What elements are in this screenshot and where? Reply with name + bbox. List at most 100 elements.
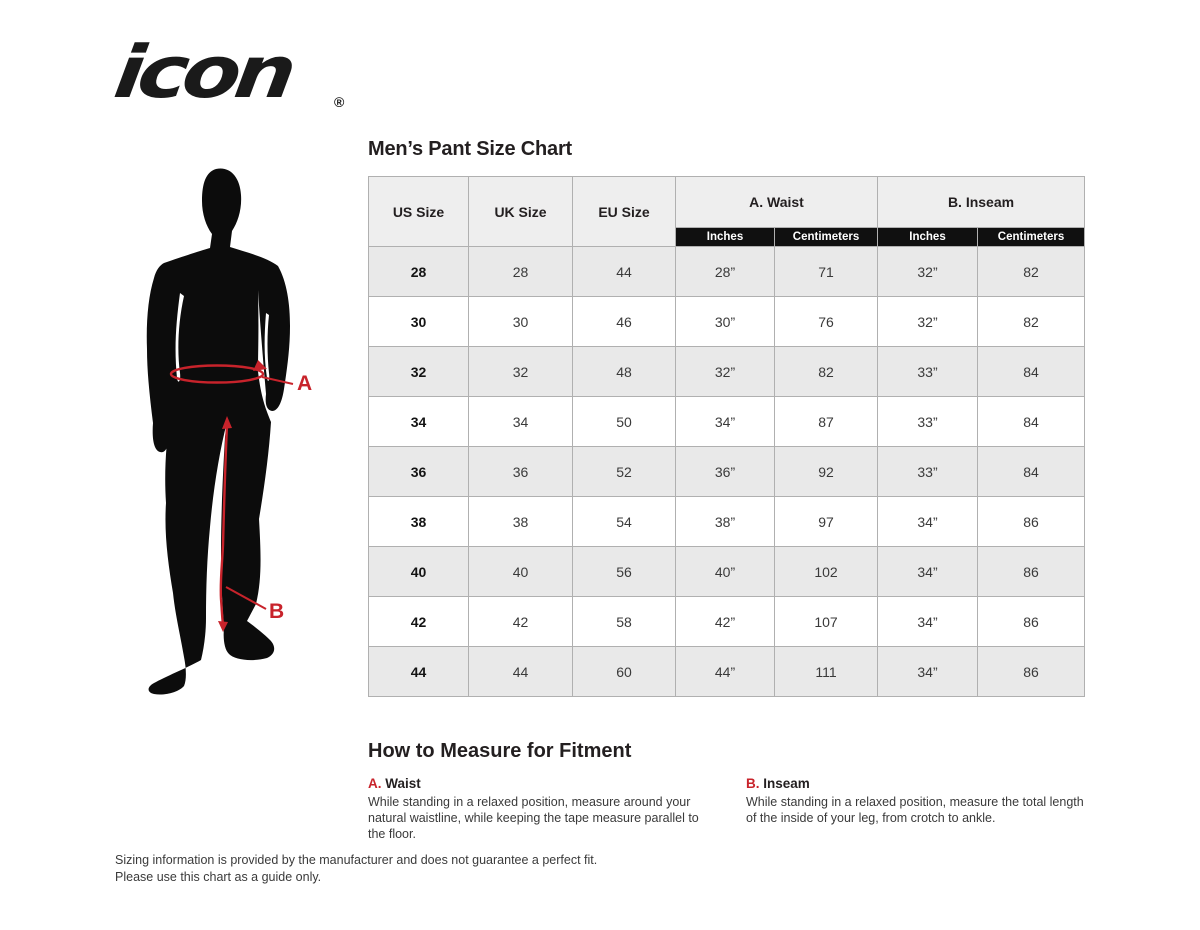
- how-to-measure-waist: A. Waist While standing in a relaxed pos…: [368, 776, 708, 842]
- table-cell: 40”: [675, 546, 775, 597]
- table-cell: 32”: [877, 246, 978, 297]
- table-cell: 76: [774, 296, 878, 347]
- subheader-waist-centimeters: Centimeters: [774, 227, 878, 247]
- table-row: 42 42 58 42” 107 34” 86: [368, 596, 1086, 647]
- table-cell: 38: [468, 496, 573, 547]
- table-cell: 32: [368, 346, 469, 397]
- column-group-inseam: B. Inseam: [876, 176, 1086, 228]
- table-row: 32 32 48 32” 82 33” 84: [368, 346, 1086, 397]
- waist-measure-line: [169, 364, 265, 384]
- disclaimer-line-1: Sizing information is provided by the ma…: [115, 853, 598, 867]
- table-cell: 111: [774, 646, 878, 697]
- table-cell: 30”: [675, 296, 775, 347]
- waist-label-connector: [261, 376, 294, 385]
- waist-name: Waist: [385, 776, 421, 791]
- inseam-arrowhead-top-icon: [222, 416, 232, 429]
- table-row: 28 28 44 28” 71 32” 82: [368, 246, 1086, 297]
- how-to-measure-title: How to Measure for Fitment: [368, 740, 632, 762]
- table-cell: 42: [468, 596, 573, 647]
- table-cell: 36: [368, 446, 469, 497]
- table-row: 40 40 56 40” 102 34” 86: [368, 546, 1086, 597]
- table-cell: 107: [774, 596, 878, 647]
- inseam-name: Inseam: [763, 776, 810, 791]
- table-cell: 38: [368, 496, 469, 547]
- how-to-measure-inseam: B. Inseam While standing in a relaxed po…: [746, 776, 1096, 826]
- table-cell: 36: [468, 446, 573, 497]
- table-cell: 48: [572, 346, 676, 397]
- table-cell: 60: [572, 646, 676, 697]
- inseam-label-connector: [225, 586, 267, 610]
- table-row: 44 44 60 44” 111 34” 86: [368, 646, 1086, 697]
- waist-instruction-heading: A. Waist: [368, 776, 708, 791]
- table-cell: 92: [774, 446, 878, 497]
- table-cell: 50: [572, 396, 676, 447]
- table-cell: 97: [774, 496, 878, 547]
- table-cell: 86: [976, 596, 1086, 647]
- waist-arrowhead-icon: [253, 360, 267, 371]
- column-group-waist: A. Waist: [675, 176, 878, 228]
- table-cell: 40: [468, 546, 573, 597]
- table-cell: 28: [368, 246, 469, 297]
- table-cell: 32”: [675, 346, 775, 397]
- brand-logo-text: icon: [109, 30, 296, 114]
- table-cell: 32”: [877, 296, 978, 347]
- table-subheader-row: Inches Centimeters Inches Centimeters: [369, 227, 1086, 247]
- inseam-letter: B.: [746, 776, 760, 791]
- right-arm-gap: [264, 313, 270, 381]
- column-header-us-size: US Size: [368, 176, 469, 247]
- table-cell: 33”: [877, 446, 978, 497]
- registered-trademark-icon: ®: [334, 94, 345, 110]
- table-cell: 86: [976, 646, 1086, 697]
- table-cell: 42”: [675, 596, 775, 647]
- table-row: 30 30 46 30” 76 32” 82: [368, 296, 1086, 347]
- waist-instruction-text: While standing in a relaxed position, me…: [368, 795, 699, 841]
- table-cell: 84: [976, 346, 1086, 397]
- table-cell: 44: [368, 646, 469, 697]
- table-cell: 34”: [877, 546, 978, 597]
- size-table: US Size UK Size EU Size A. Waist B. Inse…: [368, 176, 1086, 697]
- disclaimer-line-2: Please use this chart as a guide only.: [115, 870, 322, 884]
- table-cell: 44: [572, 246, 676, 297]
- table-row: 34 34 50 34” 87 33” 84: [368, 396, 1086, 447]
- table-cell: 32: [468, 346, 573, 397]
- table-row: 36 36 52 36” 92 33” 84: [368, 446, 1086, 497]
- table-cell: 34”: [877, 646, 978, 697]
- table-cell: 58: [572, 596, 676, 647]
- table-cell: 36”: [675, 446, 775, 497]
- table-cell: 44”: [675, 646, 775, 697]
- inseam-measure-line: [219, 424, 229, 625]
- table-cell: 82: [976, 246, 1086, 297]
- table-cell: 102: [774, 546, 878, 597]
- table-cell: 52: [572, 446, 676, 497]
- page-title: Men’s Pant Size Chart: [368, 138, 572, 160]
- size-table-body: 28 28 44 28” 71 32” 82 30 30 46 30” 76 32” 82 32 32 48 32…: [368, 246, 1086, 697]
- table-cell: 44: [468, 646, 573, 697]
- table-header-row: US Size UK Size EU Size A. Waist B. Inse…: [368, 176, 1086, 247]
- table-cell: 84: [976, 446, 1086, 497]
- table-cell: 28”: [675, 246, 775, 297]
- table-cell: 82: [774, 346, 878, 397]
- table-cell: 33”: [877, 396, 978, 447]
- inseam-instruction-text: While standing in a relaxed position, me…: [746, 795, 1084, 825]
- table-cell: 42: [368, 596, 469, 647]
- table-cell: 86: [976, 546, 1086, 597]
- left-arm-gap: [175, 293, 184, 382]
- table-cell: 30: [468, 296, 573, 347]
- table-cell: 38”: [675, 496, 775, 547]
- table-cell: 28: [468, 246, 573, 297]
- disclaimer: Sizing information is provided by the ma…: [115, 852, 597, 886]
- table-cell: 87: [774, 396, 878, 447]
- inseam-instruction-heading: B. Inseam: [746, 776, 1096, 791]
- table-cell: 33”: [877, 346, 978, 397]
- waist-letter: A.: [368, 776, 382, 791]
- table-cell: 34: [368, 396, 469, 447]
- subheader-inseam-centimeters: Centimeters: [976, 227, 1086, 247]
- table-cell: 86: [976, 496, 1086, 547]
- body-measurement-diagram: A B: [146, 168, 312, 695]
- subheader-inseam-inches: Inches: [877, 227, 978, 247]
- table-cell: 40: [368, 546, 469, 597]
- brand-logo: icon ®: [109, 30, 370, 124]
- inseam-label: B: [269, 600, 284, 623]
- table-row: 38 38 54 38” 97 34” 86: [368, 496, 1086, 547]
